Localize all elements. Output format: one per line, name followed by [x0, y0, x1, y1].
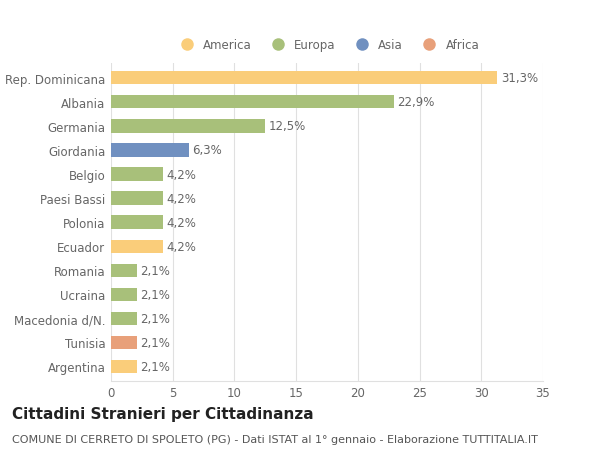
Bar — [111, 288, 137, 301]
Bar — [111, 240, 163, 253]
Bar — [111, 264, 137, 277]
Bar — [111, 168, 163, 181]
Text: 31,3%: 31,3% — [501, 72, 538, 85]
Text: 22,9%: 22,9% — [397, 96, 435, 109]
Text: 4,2%: 4,2% — [167, 168, 196, 181]
Text: 2,1%: 2,1% — [140, 288, 170, 301]
Bar — [111, 72, 497, 85]
Text: 4,2%: 4,2% — [167, 240, 196, 253]
Text: 12,5%: 12,5% — [269, 120, 306, 133]
Text: 2,1%: 2,1% — [140, 312, 170, 325]
Bar — [111, 144, 189, 157]
Text: 2,1%: 2,1% — [140, 360, 170, 373]
Bar — [111, 360, 137, 373]
Bar — [111, 120, 265, 133]
Text: 4,2%: 4,2% — [167, 216, 196, 229]
Text: 2,1%: 2,1% — [140, 264, 170, 277]
Bar — [111, 96, 394, 109]
Text: 4,2%: 4,2% — [167, 192, 196, 205]
Text: Cittadini Stranieri per Cittadinanza: Cittadini Stranieri per Cittadinanza — [12, 406, 314, 421]
Text: 2,1%: 2,1% — [140, 336, 170, 349]
Text: 6,3%: 6,3% — [193, 144, 222, 157]
Text: COMUNE DI CERRETO DI SPOLETO (PG) - Dati ISTAT al 1° gennaio - Elaborazione TUTT: COMUNE DI CERRETO DI SPOLETO (PG) - Dati… — [12, 434, 538, 444]
Bar — [111, 192, 163, 205]
Legend: America, Europa, Asia, Africa: America, Europa, Asia, Africa — [171, 35, 483, 55]
Bar — [111, 216, 163, 229]
Bar — [111, 336, 137, 349]
Bar — [111, 312, 137, 325]
